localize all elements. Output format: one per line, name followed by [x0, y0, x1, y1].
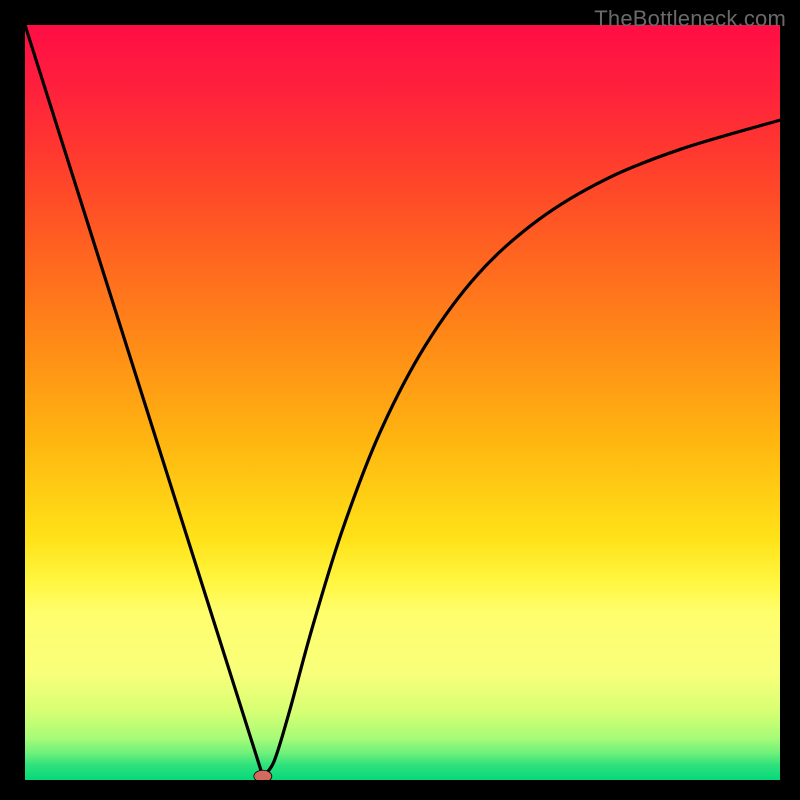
bottleneck-chart: [0, 0, 800, 800]
watermark-text: TheBottleneck.com: [594, 6, 786, 32]
plot-background-gradient: [25, 25, 780, 780]
chart-container: { "watermark": { "text": "TheBottleneck.…: [0, 0, 800, 800]
